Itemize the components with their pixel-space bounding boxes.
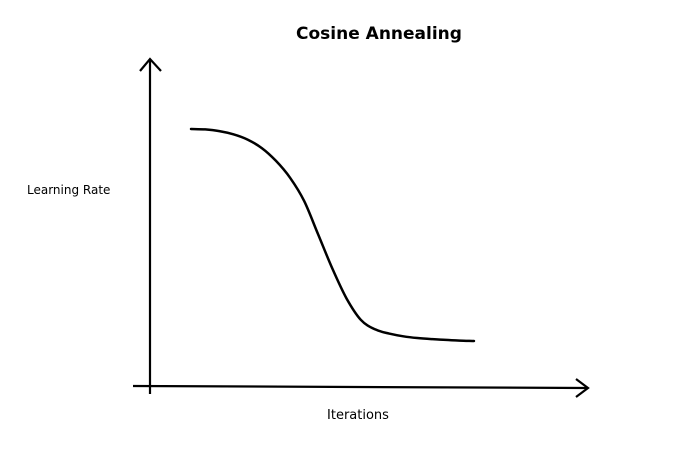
x-axis-label: Iterations bbox=[327, 408, 389, 423]
x-axis-line bbox=[132, 384, 588, 390]
y-axis-label: Learning Rate bbox=[27, 183, 111, 197]
chart-title: Cosine Annealing bbox=[296, 24, 462, 44]
x-axis-arrowhead bbox=[575, 378, 590, 398]
y-axis-arrowhead bbox=[139, 57, 162, 72]
learning-rate-curve bbox=[189, 127, 476, 343]
